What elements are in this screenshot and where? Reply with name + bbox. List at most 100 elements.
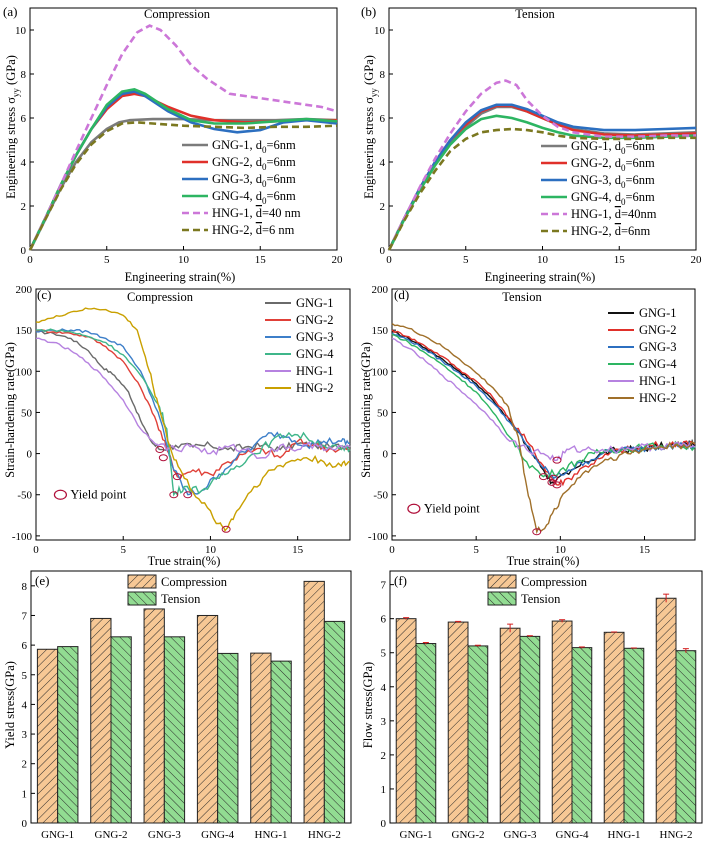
x-tick-label: 20 xyxy=(691,254,703,266)
x-tick-label: 10 xyxy=(555,544,567,556)
legend-label-rest: =40 nm xyxy=(262,206,301,220)
x-tick-label: 5 xyxy=(104,254,110,266)
x-tick-label: GNG-2 xyxy=(452,829,485,841)
y-tick-label: 50 xyxy=(377,407,389,419)
legend-label-sub: 0 xyxy=(262,162,267,172)
legend-label-hng-2: HNG-2 xyxy=(639,391,677,405)
legend-label-hng-1: HNG-1 xyxy=(296,364,334,378)
legend-label-rest: =6nm xyxy=(267,155,297,169)
legend-label-rest: =6nm xyxy=(267,138,297,152)
bar-tension xyxy=(270,660,292,824)
legend-label-rest: =6nm xyxy=(626,139,656,153)
y-tick-label: 0 xyxy=(383,449,389,461)
y-tick-label: 4 xyxy=(380,157,386,169)
y-tick-label: 4 xyxy=(381,682,387,694)
bar-tension xyxy=(571,647,593,824)
yield-point-marker xyxy=(549,474,559,482)
bar-tension xyxy=(217,652,239,824)
bar-compression xyxy=(303,580,325,824)
yield-point-marker xyxy=(183,491,193,499)
panel-c-tag: (c) xyxy=(37,287,51,302)
legend-label-sub: 0 xyxy=(621,180,626,190)
panel-a-xlabel: Engineering strain(%) xyxy=(125,270,236,284)
x-tick-label: GNG-1 xyxy=(41,829,74,841)
panel-e-plot: 0 1 2 3 4 5 6 7 8 GNG-1 GNG-2 GNG-3 GNG-4 HNG-1 HNG-2 xyxy=(22,570,352,841)
bar-compression xyxy=(143,608,165,824)
yield-point-marker xyxy=(169,491,179,499)
x-tick-label: HNG-2 xyxy=(308,829,341,841)
legend-label-text: GNG-2, d xyxy=(571,156,622,170)
panel-f-tag: (f) xyxy=(394,573,407,588)
series-line-hng-2 xyxy=(391,323,696,535)
legend-label-bar: d xyxy=(256,206,263,220)
bar-compression xyxy=(196,614,219,824)
panel-a-ylabel: Engineering stress σyy (GPa) xyxy=(4,55,21,199)
yield-point-marker xyxy=(158,454,168,462)
panel-e-legend: Compression Tension xyxy=(127,574,228,606)
panel-a-ylabel-unit: (GPa) xyxy=(4,55,18,88)
y-tick-label: 8 xyxy=(21,69,27,81)
panel-c-xlabel: True strain(%) xyxy=(148,554,221,568)
legend-label-gng-2: GNG-2 xyxy=(296,313,334,327)
y-tick-label: 7 xyxy=(381,580,387,592)
x-tick-label: GNG-3 xyxy=(504,829,537,841)
bar-tension xyxy=(163,636,186,824)
legend-label-sub: 0 xyxy=(262,145,267,155)
legend-label-tension: Tension xyxy=(161,592,201,606)
legend-label-gng-2: GNG-2 xyxy=(639,323,677,337)
y-tick-label: 5 xyxy=(22,670,28,682)
panel-f: (f) Flow stress(GPa) 0 1 2 3 4 5 6 7 GNG-1 GNG-2 G… xyxy=(361,570,703,841)
panel-f-legend: Compression Tension xyxy=(487,574,588,606)
y-tick-label: 0 xyxy=(22,818,28,830)
panel-d-ylabel: Strian-hardening rate(GPa) xyxy=(359,342,373,478)
y-tick-label: 1 xyxy=(22,788,28,800)
legend-swatch-tension xyxy=(487,591,517,606)
x-tick-label: 10 xyxy=(205,544,217,556)
y-tick-label: 0 xyxy=(27,449,33,461)
yield-legend-marker xyxy=(407,503,421,514)
panel-b: (b) Tension Engineering strain(%) Engine… xyxy=(361,4,702,284)
legend-label-compression: Compression xyxy=(161,575,228,589)
series-line-hng-2 xyxy=(28,121,338,251)
yield-point-marker xyxy=(532,528,542,536)
bar-tension xyxy=(323,620,346,824)
y-tick-label: 0 xyxy=(380,245,386,257)
y-tick-label: 8 xyxy=(380,69,386,81)
y-tick-label: 150 xyxy=(372,325,389,337)
x-tick-label: GNG-3 xyxy=(148,829,181,841)
legend-label-rest: =6nm xyxy=(626,173,656,187)
y-tick-label: -50 xyxy=(17,490,32,502)
panel-c-plot: 0 5 10 15 -100 -50 0 50 100 150 200 Yield point xyxy=(12,284,351,556)
legend-label-rest: =6nm xyxy=(626,190,656,204)
yield-legend-label: Yield point xyxy=(424,502,480,516)
panel-a-title: Compression xyxy=(144,7,211,21)
series-line-gng-4 xyxy=(35,328,351,497)
panel-e-tag: (e) xyxy=(35,573,49,588)
panel-f-frame xyxy=(389,570,703,824)
panel-a-ylabel-main: Engineering stress σ xyxy=(4,97,18,199)
y-tick-label: 2 xyxy=(21,201,27,213)
series-line-gng-4 xyxy=(391,333,696,479)
y-tick-label: 150 xyxy=(16,325,33,337)
bar-tension xyxy=(675,650,697,824)
x-tick-label: HNG-1 xyxy=(608,829,641,841)
legend-label-compression: Compression xyxy=(521,575,588,589)
x-tick-label: GNG-1 xyxy=(400,829,433,841)
legend-label-bar: d xyxy=(256,223,263,237)
legend-label-bar: d xyxy=(615,207,622,221)
bar-tension xyxy=(623,647,645,824)
panel-b-plot: 0 5 10 15 20 0 2 4 6 8 10 xyxy=(374,7,703,266)
legend-swatch-compression xyxy=(487,574,517,589)
legend-label-text: GNG-3, d xyxy=(571,173,622,187)
bar-compression xyxy=(447,621,469,824)
legend-label-text: HNG-2, xyxy=(571,224,615,238)
y-tick-label: 0 xyxy=(21,245,27,257)
y-tick-label: 200 xyxy=(16,284,33,296)
bar-tension xyxy=(415,643,437,824)
legend-label-gng-4: GNG-4 xyxy=(639,357,677,371)
y-tick-label: 4 xyxy=(22,699,28,711)
legend-label-rest: =40nm xyxy=(621,207,657,221)
bar-tension xyxy=(519,635,541,824)
yield-point-marker xyxy=(539,473,548,481)
y-tick-label: 200 xyxy=(372,284,389,296)
